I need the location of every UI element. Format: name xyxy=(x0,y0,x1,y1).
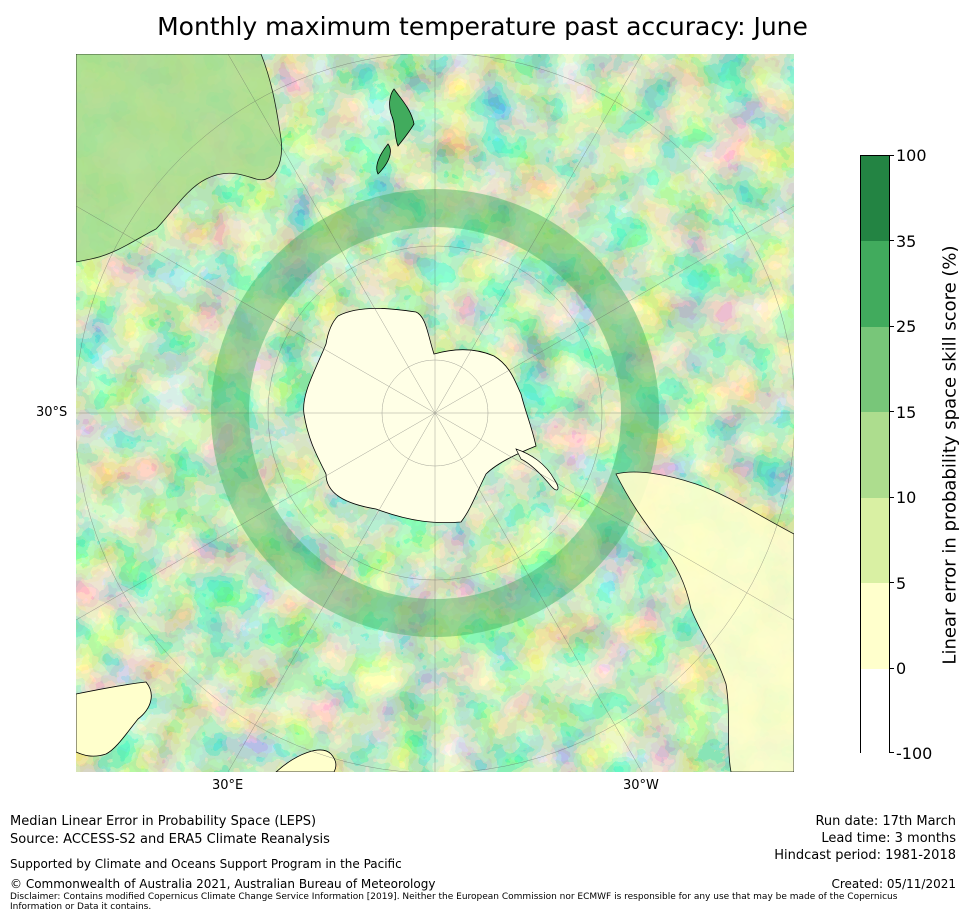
colorbar-seg-0-5 xyxy=(861,583,889,669)
new-zealand-island xyxy=(389,88,415,147)
colorbar-tick-10: 10 xyxy=(896,488,917,507)
colorbar-tick-0: 0 xyxy=(896,659,907,678)
lon-label-30e: 30°E xyxy=(212,778,244,793)
footer-lead-time: Lead time: 3 months xyxy=(821,831,956,846)
africa-coast xyxy=(76,681,152,757)
footer-method: Median Linear Error in Probability Space… xyxy=(10,814,317,829)
footer-created: Created: 05/11/2021 xyxy=(831,877,956,891)
lon-label-30w: 30°W xyxy=(623,778,659,793)
australia-coast xyxy=(76,54,282,263)
footer-hindcast: Hindcast period: 1981-2018 xyxy=(774,848,956,863)
south-america-coast xyxy=(615,471,794,772)
footer-run-date: Run date: 17th March xyxy=(815,814,956,829)
chart-title: Monthly maximum temperature past accurac… xyxy=(157,12,808,41)
graticule xyxy=(76,54,794,772)
footer-copyright: © Commonwealth of Australia 2021, Austra… xyxy=(10,877,436,891)
footer-source: Source: ACCESS-S2 and ERA5 Climate Reana… xyxy=(10,832,330,847)
colorbar-tick-15: 15 xyxy=(896,403,917,422)
colorbar-tick-5: 5 xyxy=(896,574,907,593)
africa-coast-south xyxy=(275,749,337,772)
colorbar-seg-10-15 xyxy=(861,412,889,498)
colorbar-seg-25-35 xyxy=(861,241,889,327)
antarctic-peninsula xyxy=(515,448,559,491)
colorbar-tick-neg100: -100 xyxy=(896,744,933,763)
lat-label-30s: 30°S xyxy=(36,405,68,420)
colorbar-tick-35: 35 xyxy=(896,232,917,251)
colorbar-seg-5-10 xyxy=(861,498,889,583)
new-zealand-south-island xyxy=(376,143,391,175)
colorbar-title: Linear error in probability space skill … xyxy=(939,245,961,665)
colorbar-seg-15-25 xyxy=(861,327,889,412)
colorbar-seg-neg100-0 xyxy=(861,669,889,754)
colorbar-tick-25: 25 xyxy=(896,317,917,336)
colorbar-seg-35-100 xyxy=(861,156,889,241)
antarctica-landmass xyxy=(303,307,537,524)
map-svg xyxy=(76,54,794,772)
footer-support: Supported by Climate and Oceans Support … xyxy=(10,857,402,871)
colorbar xyxy=(860,155,890,754)
footer-disclaimer: Disclaimer: Contains modified Copernicus… xyxy=(10,892,898,912)
colorbar-tick-100: 100 xyxy=(896,146,927,165)
polar-map xyxy=(76,54,794,772)
